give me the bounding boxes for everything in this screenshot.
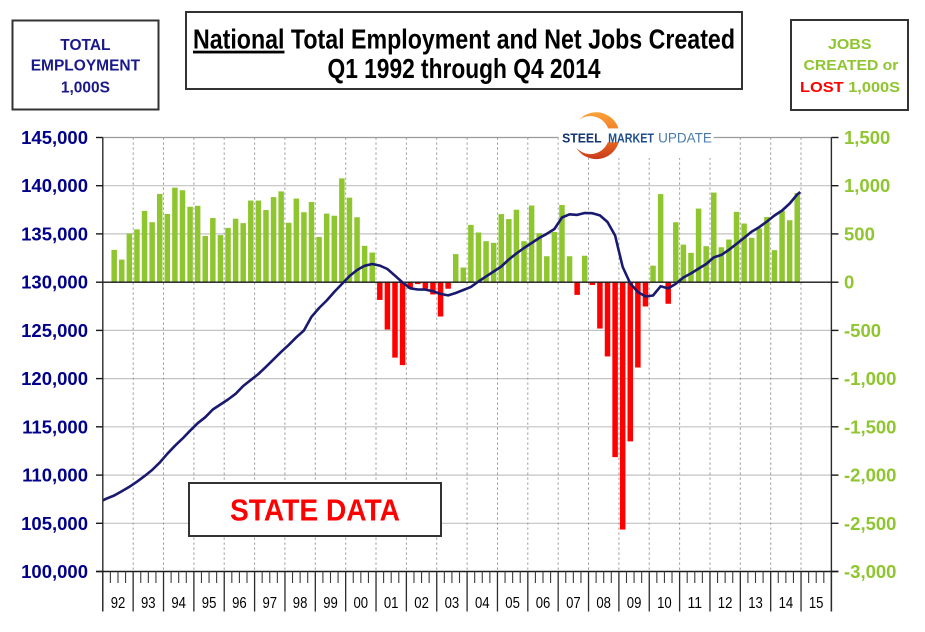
- svg-text:99: 99: [323, 595, 338, 612]
- svg-text:1,500: 1,500: [844, 127, 890, 148]
- svg-text:120,000: 120,000: [21, 368, 88, 389]
- svg-text:LOST 1,000S: LOST 1,000S: [800, 79, 900, 96]
- svg-text:02: 02: [414, 595, 429, 612]
- svg-text:14: 14: [779, 595, 794, 612]
- svg-text:MARKET: MARKET: [608, 130, 654, 145]
- svg-text:97: 97: [263, 595, 278, 612]
- svg-text:-1,500: -1,500: [844, 416, 896, 437]
- svg-text:STATE DATA: STATE DATA: [230, 493, 400, 527]
- svg-text:98: 98: [293, 595, 308, 612]
- svg-text:1,000: 1,000: [844, 175, 890, 196]
- svg-text:93: 93: [141, 595, 156, 612]
- svg-text:10: 10: [657, 595, 672, 612]
- svg-text:-3,000: -3,000: [844, 561, 896, 582]
- svg-text:100,000: 100,000: [21, 561, 88, 582]
- svg-text:National Total Employment and: National Total Employment and Net Jobs C…: [193, 24, 735, 55]
- svg-text:06: 06: [536, 595, 551, 612]
- svg-text:0: 0: [844, 272, 854, 293]
- svg-text:140,000: 140,000: [21, 175, 88, 196]
- svg-text:CREATED or: CREATED or: [804, 57, 899, 74]
- svg-text:135,000: 135,000: [21, 223, 88, 244]
- svg-text:01: 01: [384, 595, 399, 612]
- svg-text:JOBS: JOBS: [828, 36, 872, 53]
- svg-text:500: 500: [844, 223, 875, 244]
- svg-text:EMPLOYMENT: EMPLOYMENT: [31, 57, 141, 74]
- svg-text:94: 94: [171, 595, 186, 612]
- svg-text:130,000: 130,000: [21, 272, 88, 293]
- svg-text:09: 09: [627, 595, 642, 612]
- svg-text:13: 13: [748, 595, 763, 612]
- svg-text:08: 08: [596, 595, 611, 612]
- svg-text:105,000: 105,000: [21, 513, 88, 534]
- svg-text:1,000S: 1,000S: [61, 80, 110, 97]
- svg-text:TOTAL: TOTAL: [60, 37, 110, 54]
- svg-text:92: 92: [111, 595, 126, 612]
- svg-text:00: 00: [354, 595, 369, 612]
- svg-text:125,000: 125,000: [21, 320, 88, 341]
- svg-text:95: 95: [202, 595, 217, 612]
- svg-text:-2,500: -2,500: [844, 513, 896, 534]
- svg-text:Q1 1992 through Q4 2014: Q1 1992 through Q4 2014: [328, 53, 602, 84]
- svg-text:04: 04: [475, 595, 490, 612]
- svg-text:15: 15: [809, 595, 824, 612]
- svg-text:07: 07: [566, 595, 581, 612]
- svg-text:STEEL: STEEL: [562, 130, 602, 145]
- svg-text:145,000: 145,000: [21, 127, 88, 148]
- svg-text:96: 96: [232, 595, 247, 612]
- svg-text:12: 12: [718, 595, 733, 612]
- svg-text:-1,000: -1,000: [844, 368, 896, 389]
- svg-text:115,000: 115,000: [22, 416, 88, 437]
- svg-text:11: 11: [688, 595, 703, 612]
- svg-text:-500: -500: [844, 320, 881, 341]
- svg-text:03: 03: [445, 595, 460, 612]
- svg-text:05: 05: [505, 595, 520, 612]
- svg-text:-2,000: -2,000: [844, 465, 896, 486]
- svg-text:110,000: 110,000: [22, 465, 88, 486]
- svg-text:UPDATE: UPDATE: [658, 130, 712, 145]
